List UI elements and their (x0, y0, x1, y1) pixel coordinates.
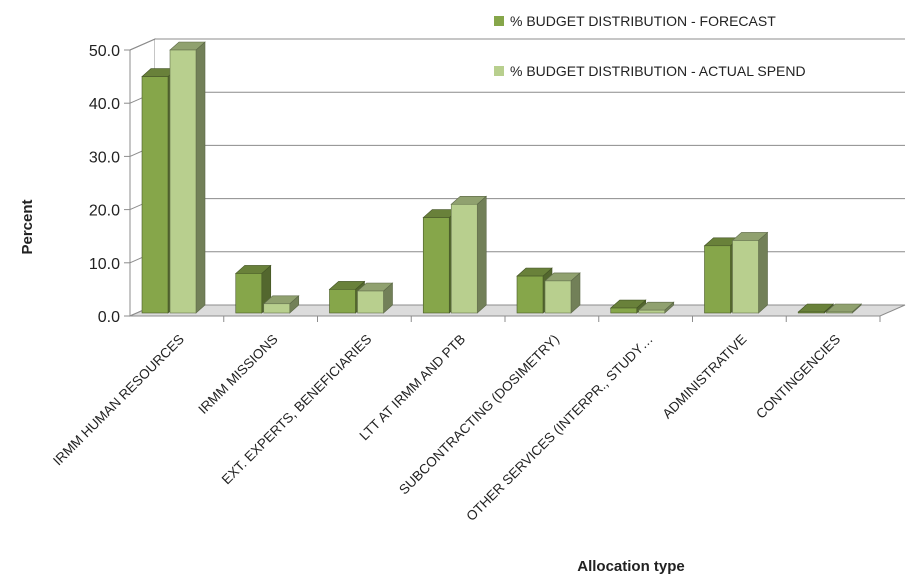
bar-front (263, 303, 291, 314)
y-axis-title: Percent (19, 199, 36, 254)
bar-front (704, 245, 731, 314)
y-tick-label: 10.0 (89, 256, 120, 273)
bar-side (195, 41, 206, 314)
y-tick-label: 40.0 (89, 96, 120, 113)
bar-front (638, 309, 666, 314)
bar (731, 231, 769, 314)
x-tick-label: CONTINGENCIES (753, 332, 843, 422)
bar-front (329, 289, 356, 314)
y-tick-label: 20.0 (89, 203, 120, 220)
bar (356, 282, 394, 314)
y-tick-label: 50.0 (89, 43, 120, 60)
y-tick-label: 30.0 (89, 149, 120, 166)
bar-front (544, 280, 572, 314)
bar-front (422, 217, 450, 314)
bar-front (732, 240, 759, 314)
bar-side (476, 195, 487, 314)
bar (169, 41, 206, 314)
legend-swatch-actual (494, 66, 504, 76)
y-tick-labels: 0.0 10.0 20.0 30.0 40.0 50.0 (89, 43, 130, 326)
bar-front (516, 275, 544, 314)
bar-front (357, 290, 384, 314)
legend: % BUDGET DISTRIBUTION - FORECAST % BUDGE… (494, 13, 806, 79)
bar (262, 295, 300, 314)
x-tick-label: EXT. EXPERTS, BENEFICIARIES (219, 332, 375, 488)
bar-front (797, 311, 825, 314)
legend-label-forecast: % BUDGET DISTRIBUTION - FORECAST (510, 13, 776, 29)
bar-front (169, 49, 197, 314)
bar-side (758, 231, 768, 314)
bar (234, 264, 272, 314)
gridline (129, 38, 905, 51)
x-tick-label: SUBCONTRACTING (DOSIMETRY) (396, 332, 562, 498)
x-tick-label: IRMM MISSIONS (195, 332, 280, 417)
y-tick-label: 0.0 (98, 309, 120, 326)
bar-front (825, 311, 853, 314)
bar (825, 303, 863, 314)
bar-front (235, 273, 263, 314)
bar (544, 272, 581, 314)
x-axis-title: Allocation type (577, 558, 685, 575)
bar-front (450, 203, 478, 314)
x-tick-label: IRMM HUMAN RESOURCES (50, 332, 187, 469)
bar (637, 301, 675, 314)
bar (516, 267, 553, 314)
legend-label-actual: % BUDGET DISTRIBUTION - ACTUAL SPEND (510, 63, 806, 79)
bars (141, 41, 863, 314)
bar-front (610, 307, 638, 314)
x-tick-label: OTHER SERVICES (INTERPR., STUDY… (463, 332, 655, 524)
bar (797, 303, 835, 314)
x-tick-label: ADMINISTRATIVE (660, 332, 750, 422)
x-tick-label: LTT AT IRMM AND PTB (357, 332, 469, 444)
bar (450, 195, 488, 314)
bar-front (141, 76, 169, 314)
legend-swatch-forecast (494, 16, 504, 26)
